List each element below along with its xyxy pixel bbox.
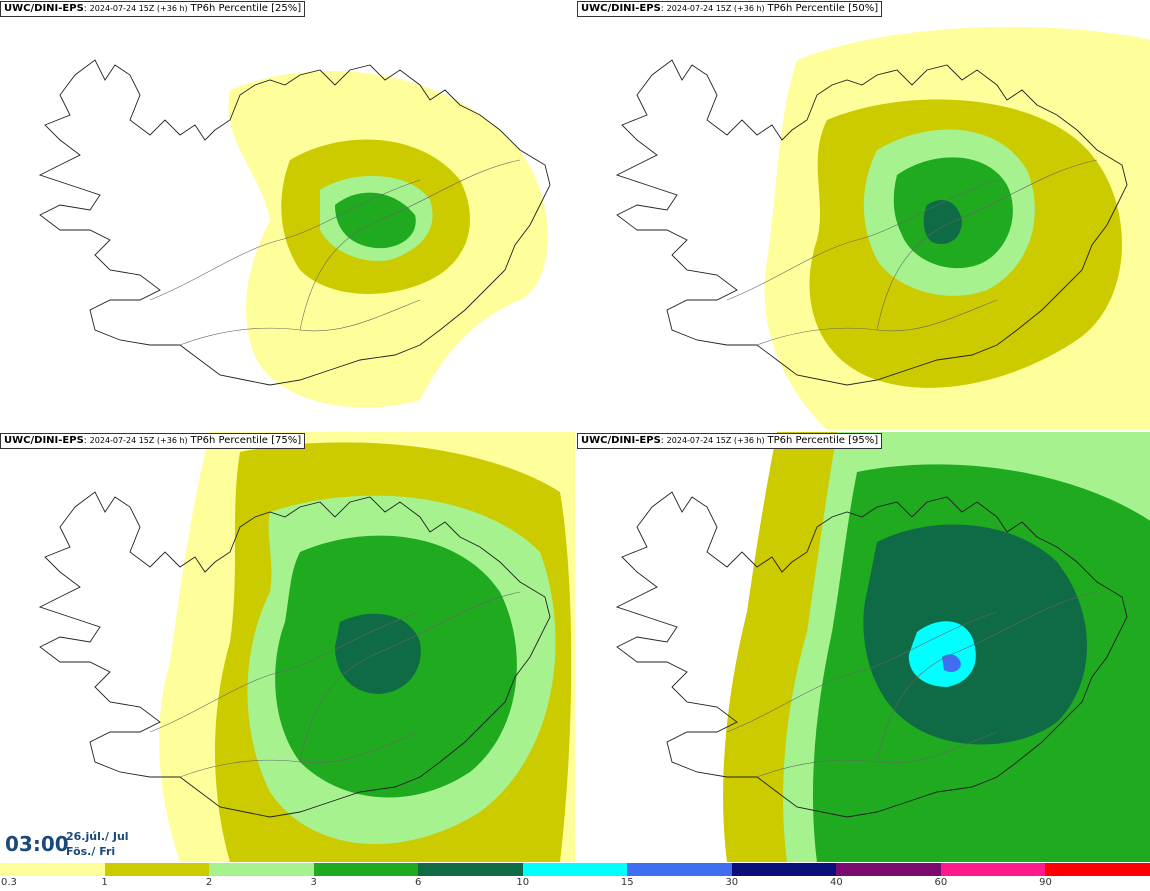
valid-date-line: 26.júl./ Jul [66,830,129,843]
coastline [615,491,1128,818]
model-name: UWC/DINI-EPS [4,3,84,14]
legend-swatch [209,863,314,876]
field-name: TP6h Percentile [25%] [190,3,302,14]
legend-label: 3 [310,877,317,888]
panel-title: UWC/DINI-EPS: 2024-07-24 15Z (+36 h) TP6… [0,1,306,17]
legend-label: 1 [101,877,108,888]
legend-color-bar [0,863,1150,876]
map-panel-p25: UWC/DINI-EPS: 2024-07-24 15Z (+36 h) TP6… [0,0,575,430]
legend-swatch [104,863,210,876]
run-time: 2024-07-24 15Z (+36 h) [666,436,765,445]
field-name: TP6h Percentile [75%] [190,435,302,446]
legend-swatch [418,863,523,876]
legend-label: 10 [516,877,530,888]
precip-field [764,26,1150,430]
precip-map [38,59,551,408]
valid-time-date: 26.júl./ Jul Fös./ Fri [66,829,129,859]
field-name: TP6h Percentile [50%] [767,3,879,14]
legend-swatch [1045,863,1150,876]
precip-field [159,432,575,862]
model-name: UWC/DINI-EPS [581,3,661,14]
panel-title: UWC/DINI-EPS: 2024-07-24 15Z (+36 h) TP6… [0,433,306,449]
panel-title: UWC/DINI-EPS: 2024-07-24 15Z (+36 h) TP6… [577,1,883,17]
legend-swatch [522,863,628,876]
map-panel-p95: UWC/DINI-EPS: 2024-07-24 15Z (+36 h) TP6… [577,432,1150,862]
valid-time-box: 03:00 26.júl./ Jul Fös./ Fri [0,826,131,862]
legend-label: 30 [725,877,739,888]
coastline [38,491,551,818]
precip-map [615,432,1150,862]
valid-time-clock: 03:00 [5,832,69,856]
legend-swatch [627,863,732,876]
precip-field [723,432,1150,862]
field-name: TP6h Percentile [95%] [767,435,879,446]
legend-swatch [940,863,1046,876]
legend-label: 15 [620,877,634,888]
model-name: UWC/DINI-EPS [4,435,84,446]
legend-label: 90 [1039,877,1052,888]
panel-title: UWC/DINI-EPS: 2024-07-24 15Z (+36 h) TP6… [577,433,883,449]
panel-divider-horizontal [0,430,1150,432]
model-name: UWC/DINI-EPS [581,435,661,446]
legend-swatch [836,863,941,876]
color-legend: 0.3 1 2 3 6 10 15 30 40 60 90 [0,863,1150,891]
legend-label: 0.3 [1,877,17,888]
run-time: 2024-07-24 15Z (+36 h) [89,4,188,13]
legend-label: 2 [205,877,213,888]
precip-field [228,70,548,408]
legend-swatch [0,863,105,876]
coastline [38,59,551,386]
run-time: 2024-07-24 15Z (+36 h) [666,4,765,13]
legend-swatch [731,863,837,876]
precip-map [38,432,575,862]
precip-map [615,26,1150,430]
legend-label: 60 [934,877,948,888]
map-panel-p75: UWC/DINI-EPS: 2024-07-24 15Z (+36 h) TP6… [0,432,575,862]
legend-swatch [313,863,419,876]
legend-label: 40 [829,877,843,888]
legend-label: 6 [414,877,422,888]
run-time: 2024-07-24 15Z (+36 h) [89,436,188,445]
coastline [615,59,1128,386]
valid-weekday-line: Fös./ Fri [66,845,116,858]
map-panel-p50: UWC/DINI-EPS: 2024-07-24 15Z (+36 h) TP6… [577,0,1150,430]
